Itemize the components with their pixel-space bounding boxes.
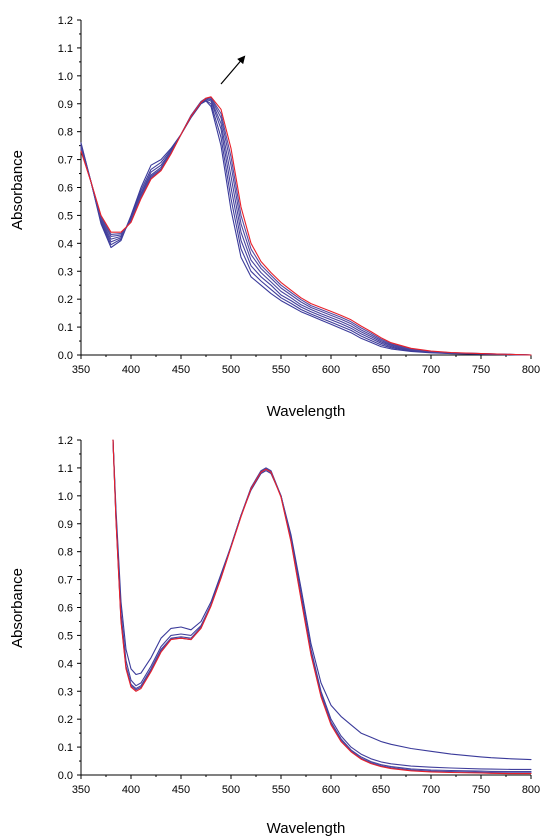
y-tick-label: 0.5 (58, 630, 73, 642)
y-tick-label: 0.3 (58, 266, 73, 278)
x-tick-label: 750 (472, 364, 490, 376)
x-tick-label: 400 (122, 364, 140, 376)
x-tick-label: 450 (172, 364, 190, 376)
x-tick-label: 600 (322, 364, 340, 376)
x-axis-title: Wavelength (267, 820, 346, 836)
y-axis-title: Absorbance (9, 568, 26, 648)
x-tick-label: 550 (272, 784, 290, 796)
series-line-4 (80, 98, 532, 356)
y-tick-label: 1.1 (58, 43, 73, 55)
series-line-6 (80, 97, 532, 356)
y-tick-label: 0.8 (58, 127, 73, 139)
series-line-4 (112, 439, 532, 774)
y-tick-label: 0.7 (58, 575, 73, 587)
y-tick-label: 0.4 (58, 658, 73, 670)
series-line-2 (80, 99, 532, 356)
y-tick-label: 0.9 (58, 99, 73, 111)
x-tick-label: 600 (322, 784, 340, 796)
series-line-1 (80, 100, 532, 356)
trend-arrow (220, 55, 246, 85)
y-tick-label: 0.0 (58, 770, 73, 782)
y-tick-label: 0.1 (58, 742, 73, 754)
x-tick-label: 500 (222, 784, 240, 796)
x-tick-label: 550 (272, 364, 290, 376)
x-tick-label: 800 (522, 784, 540, 796)
y-tick-label: 0.8 (58, 547, 73, 559)
y-tick-label: 0.2 (58, 294, 73, 306)
x-tick-label: 750 (472, 784, 490, 796)
y-tick-label: 0.5 (58, 210, 73, 222)
y-tick-label: 1.1 (58, 463, 73, 475)
x-axis-title: Wavelength (267, 403, 346, 420)
y-tick-label: 0.9 (58, 519, 73, 531)
x-tick-label: 800 (522, 364, 540, 376)
y-tick-label: 1.2 (58, 15, 73, 27)
x-tick-label: 700 (422, 364, 440, 376)
series-line-1 (112, 439, 532, 761)
series-line-7 (80, 96, 532, 356)
y-tick-label: 1.2 (58, 435, 73, 447)
y-axis-title: Absorbance (9, 150, 26, 230)
y-tick-label: 0.1 (58, 322, 73, 334)
series-line-5 (80, 97, 532, 356)
x-tick-label: 350 (72, 784, 90, 796)
x-tick-label: 650 (372, 364, 390, 376)
y-tick-label: 0.0 (58, 350, 73, 362)
y-tick-label: 0.6 (58, 183, 73, 195)
y-tick-label: 0.2 (58, 714, 73, 726)
y-tick-label: 1.0 (58, 71, 73, 83)
series-line-5 (112, 439, 532, 775)
series-line-2 (112, 439, 532, 770)
x-tick-label: 500 (222, 364, 240, 376)
series-line-3 (112, 439, 532, 773)
x-tick-label: 450 (172, 784, 190, 796)
x-tick-label: 650 (372, 784, 390, 796)
chart-panel-2: 0.0 0.1 0.2 0.3 0.4 0.5 0.6 0.7 0.8 0.9 1.0 1.1 1.2 3… (9, 435, 540, 836)
x-tick-label: 350 (72, 364, 90, 376)
y-tick-label: 0.3 (58, 686, 73, 698)
series-line-3 (80, 99, 532, 356)
y-tick-label: 0.7 (58, 155, 73, 167)
y-tick-label: 0.6 (58, 603, 73, 615)
y-tick-label: 1.0 (58, 491, 73, 503)
chart-panel-1: 0.0 0.1 0.2 0.3 0.4 0.5 0.6 0.7 0.8 0.9 1.0 1.1 1.2 3… (9, 15, 540, 420)
y-tick-label: 0.4 (58, 238, 73, 250)
x-tick-label: 400 (122, 784, 140, 796)
x-tick-label: 700 (422, 784, 440, 796)
